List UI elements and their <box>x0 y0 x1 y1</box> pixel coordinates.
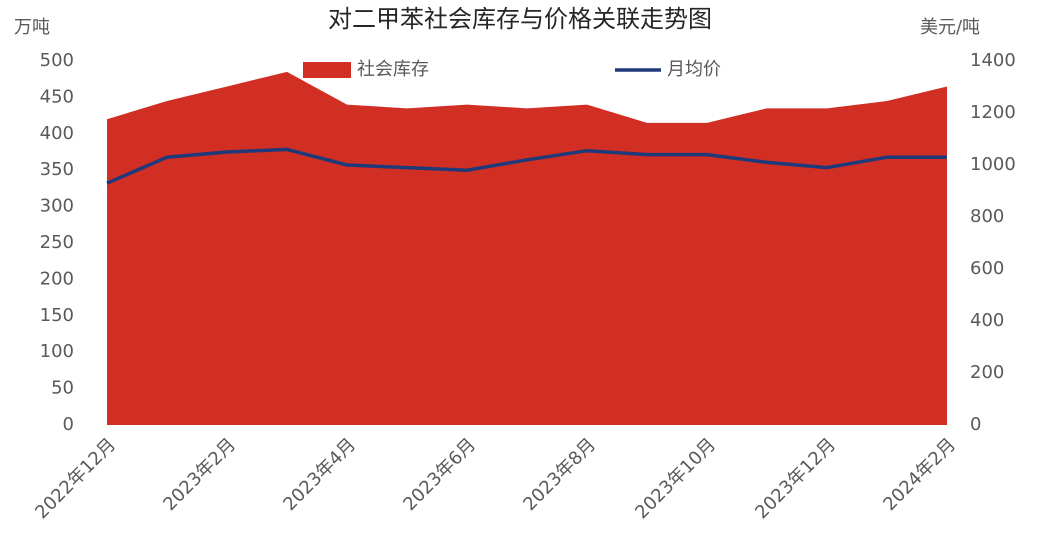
x-tick-label: 2022年12月 <box>31 434 120 523</box>
legend-label: 月均价 <box>667 59 721 80</box>
y-tick-label: 150 <box>40 305 74 326</box>
y-tick-label: 0 <box>63 414 74 435</box>
y2-tick-label: 1200 <box>970 102 1016 123</box>
x-tick-label: 2024年2月 <box>879 434 960 515</box>
y-tick-label: 400 <box>40 123 74 144</box>
y2-axis-label: 美元/吨 <box>920 17 980 38</box>
y2-tick-label: 800 <box>970 206 1004 227</box>
y-tick-label: 350 <box>40 159 74 180</box>
y2-tick-label: 1000 <box>970 154 1016 175</box>
x-tick-label: 2023年10月 <box>631 434 720 523</box>
y-tick-label: 250 <box>40 232 74 253</box>
y2-tick-label: 600 <box>970 258 1004 279</box>
y-tick-label: 300 <box>40 196 74 217</box>
y-tick-label: 200 <box>40 268 74 289</box>
y2-tick-label: 0 <box>970 414 981 435</box>
x-tick-label: 2023年12月 <box>751 434 840 523</box>
y-tick-label: 500 <box>40 50 74 71</box>
x-tick-label: 2023年4月 <box>279 434 360 515</box>
x-tick-label: 2023年6月 <box>399 434 480 515</box>
y-tick-label: 450 <box>40 86 74 107</box>
y2-tick-label: 400 <box>970 310 1004 331</box>
legend-swatch <box>303 62 351 78</box>
y2-tick-label: 1400 <box>970 50 1016 71</box>
y-axis-label: 万吨 <box>14 17 50 38</box>
legend-label: 社会库存 <box>357 59 429 80</box>
y-tick-label: 50 <box>51 378 74 399</box>
line <box>106 147 947 185</box>
x-tick-label: 2023年2月 <box>159 434 240 515</box>
y2-tick-label: 200 <box>970 362 1004 383</box>
x-tick-label: 2023年8月 <box>519 434 600 515</box>
chart-title: 对二甲苯社会库存与价格关联走势图 <box>328 5 712 33</box>
area <box>107 71 947 426</box>
y-tick-label: 100 <box>40 341 74 362</box>
